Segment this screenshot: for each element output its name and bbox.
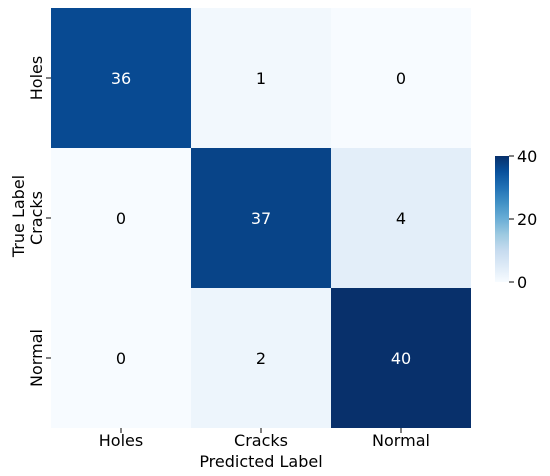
heatmap-cell (51, 8, 191, 148)
cell-value-label: 40 (391, 349, 411, 368)
cell-value-label: 2 (256, 349, 266, 368)
heatmap-cell-labels: 36 1 00 37 40 2 40 (111, 69, 411, 368)
heatmap-cell (51, 148, 191, 288)
cell-value-label: 0 (116, 349, 126, 368)
heatmap-cells (51, 8, 471, 428)
x-axis-label: Predicted Label (199, 452, 322, 471)
x-tick-label: Normal (372, 431, 430, 450)
x-tick-label: Holes (99, 431, 143, 450)
colorbar-tick-label: 0 (517, 273, 527, 292)
cell-value-label: 0 (396, 69, 406, 88)
colorbar: 0 20 40 (495, 147, 537, 292)
y-tick-label: Normal (27, 329, 46, 387)
heatmap-cell (51, 288, 191, 428)
cell-value-label: 0 (116, 209, 126, 228)
colorbar-gradient (495, 156, 509, 282)
x-tick-label: Cracks (234, 431, 288, 450)
colorbar-ticks: 0 20 40 (509, 147, 537, 292)
x-axis-ticks: Holes Cracks Normal (99, 428, 430, 450)
heatmap-cell (191, 148, 331, 288)
heatmap-cell (331, 148, 471, 288)
heatmap-cell (331, 288, 471, 428)
y-axis-label: True Label (9, 175, 28, 258)
heatmap-cell (331, 8, 471, 148)
cell-value-label: 1 (256, 69, 266, 88)
heatmap-cell (191, 8, 331, 148)
y-tick-label: Cracks (27, 191, 46, 245)
y-tick-label: Holes (27, 56, 46, 100)
cell-value-label: 37 (251, 209, 271, 228)
colorbar-tick-label: 40 (517, 147, 537, 166)
heatmap-cell (191, 288, 331, 428)
colorbar-tick-label: 20 (517, 210, 537, 229)
cell-value-label: 36 (111, 69, 131, 88)
cell-value-label: 4 (396, 209, 406, 228)
y-axis-ticks: Holes Cracks Normal (27, 56, 51, 387)
